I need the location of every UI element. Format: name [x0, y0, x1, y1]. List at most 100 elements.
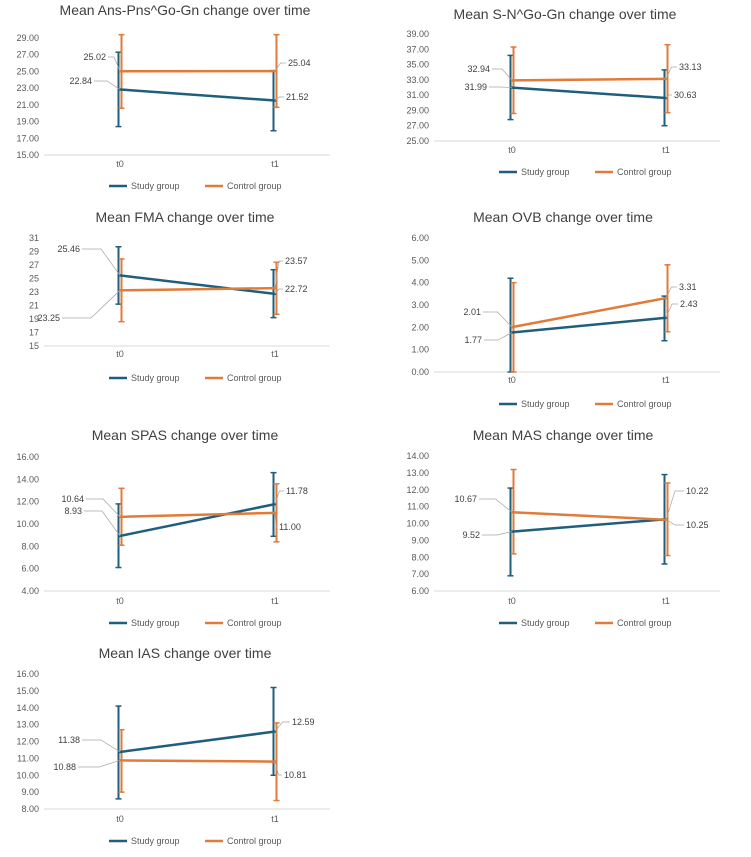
y-tick-label: 0.00 [411, 367, 429, 377]
chart-title: Mean IAS change over time [99, 645, 272, 661]
legend-label: Control group [227, 618, 282, 628]
data-label: 25.04 [288, 58, 311, 68]
data-label-leader [82, 740, 120, 752]
y-tick-label: 10.00 [16, 519, 39, 529]
y-tick-label: 13.00 [16, 720, 39, 730]
data-label-leader [78, 760, 120, 767]
data-label: 30.63 [674, 90, 697, 100]
y-tick-label: 9.00 [21, 787, 39, 797]
chart-panel-2: Mean S-N^Go-Gn change over time25.0027.0… [406, 6, 720, 177]
data-label-leader [666, 519, 684, 525]
data-label: 22.72 [285, 284, 308, 294]
legend-label: Control group [227, 836, 282, 846]
y-tick-label: 25 [29, 274, 39, 284]
y-tick-label: 25.00 [406, 136, 429, 146]
legend: Study group Control group [109, 836, 282, 846]
legend-label: Control group [227, 373, 282, 383]
y-tick-label: 8.00 [411, 552, 429, 562]
y-tick-label: 12.00 [406, 485, 429, 495]
y-tick-label: 10.00 [406, 519, 429, 529]
data-label-leader [82, 249, 120, 275]
y-tick-label: 3.00 [411, 300, 429, 310]
data-label: 10.81 [284, 770, 307, 780]
legend-label: Control group [617, 399, 672, 409]
y-tick-label: 4.00 [21, 586, 39, 596]
y-tick-label: 33.00 [406, 75, 429, 85]
data-label-leader [479, 499, 512, 512]
legend-label: Control group [227, 181, 282, 191]
y-tick-label: 10.00 [16, 770, 39, 780]
y-tick-label: 8.00 [21, 804, 39, 814]
y-tick-label: 6.00 [411, 233, 429, 243]
x-tick-label: t0 [116, 814, 124, 824]
data-label: 11.78 [286, 486, 308, 496]
y-tick-label: 29.00 [16, 33, 39, 43]
data-label: 25.02 [83, 52, 106, 62]
data-label: 31.99 [464, 82, 487, 92]
y-tick-label: 19.00 [16, 117, 39, 127]
data-label-leader [94, 81, 120, 89]
legend-label: Study group [521, 167, 570, 177]
y-tick-label: 21.00 [16, 100, 39, 110]
y-tick-label: 11.00 [407, 502, 429, 512]
x-tick-label: t0 [508, 375, 516, 385]
chart-panel-7: Mean IAS change over time8.009.0010.0011… [16, 645, 330, 846]
data-label: 23.25 [37, 313, 60, 323]
chart-title: Mean Ans-Pns^Go-Gn change over time [60, 2, 311, 18]
y-tick-label: 6.00 [411, 586, 429, 596]
legend-label: Control group [617, 618, 672, 628]
chart-title: Mean OVB change over time [473, 209, 653, 225]
legend: Study group Control group [109, 373, 282, 383]
legend-label: Study group [131, 618, 180, 628]
data-label: 10.64 [61, 494, 84, 504]
chart-panel-3: Mean FMA change over time151719212325272… [29, 209, 330, 383]
chart-panel-5: Mean SPAS change over time4.006.008.0010… [16, 427, 330, 628]
data-label: 10.22 [686, 486, 709, 496]
data-label: 33.13 [679, 62, 702, 72]
data-label: 12.59 [292, 717, 315, 727]
data-label-leader [484, 332, 512, 340]
x-tick-label: t1 [271, 159, 279, 169]
data-label-leader [62, 290, 120, 318]
legend-label: Study group [131, 373, 180, 383]
y-tick-label: 27 [29, 260, 39, 270]
y-tick-label: 15.00 [16, 686, 39, 696]
chart-title: Mean FMA change over time [96, 209, 275, 225]
y-tick-label: 12.00 [16, 497, 39, 507]
y-tick-label: 12.00 [16, 737, 39, 747]
y-tick-label: 14.00 [16, 474, 39, 484]
data-label-leader [86, 499, 120, 517]
y-tick-label: 13.00 [406, 468, 429, 478]
y-tick-label: 14.00 [16, 703, 39, 713]
y-tick-label: 31.00 [406, 90, 429, 100]
data-label-leader [483, 312, 512, 327]
y-tick-label: 17.00 [16, 133, 39, 143]
data-label-leader [492, 69, 512, 80]
data-label-leader [666, 491, 684, 520]
y-tick-label: 8.00 [21, 541, 39, 551]
data-label: 32.94 [467, 64, 490, 74]
y-tick-label: 16.00 [16, 669, 39, 679]
control-series-line [512, 79, 666, 80]
data-label: 11.00 [279, 522, 301, 532]
data-label-leader [482, 532, 512, 535]
y-tick-label: 31 [29, 233, 39, 243]
y-tick-label: 14.00 [406, 451, 429, 461]
data-label: 22.84 [69, 76, 92, 86]
legend-label: Control group [617, 167, 672, 177]
x-tick-label: t1 [662, 375, 670, 385]
study-series-line [120, 89, 275, 100]
x-tick-label: t1 [271, 596, 279, 606]
data-label: 2.01 [463, 307, 481, 317]
y-tick-label: 6.00 [21, 564, 39, 574]
y-tick-label: 16.00 [16, 452, 39, 462]
control-series-line [120, 760, 275, 761]
y-tick-label: 27.00 [16, 50, 39, 60]
control-series-line [512, 512, 666, 520]
legend-label: Study group [131, 836, 180, 846]
y-tick-label: 5.00 [411, 255, 429, 265]
x-tick-label: t0 [508, 145, 516, 155]
